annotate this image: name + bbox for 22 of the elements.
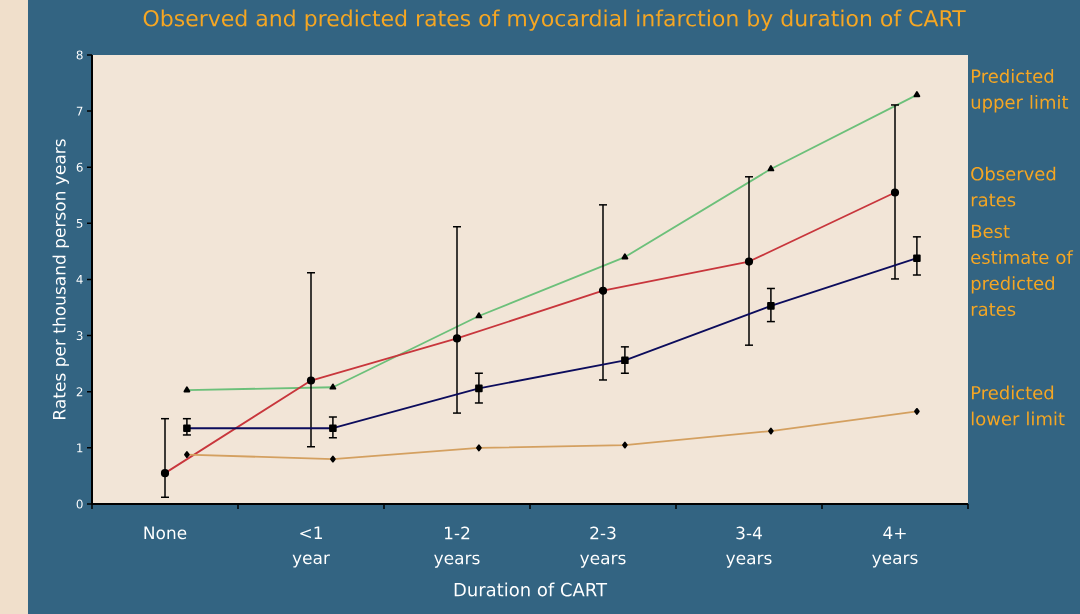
y-axis-title: Rates per thousand person years [52,139,69,419]
y-tick-label: 3 [76,331,83,341]
x-tick-label: <1 year [292,526,330,568]
x-tick-label: 2-3 years [580,526,626,568]
y-tick-label: 8 [76,50,83,60]
x-tick-label: 1-2 years [434,526,480,568]
chart-title: Observed and predicted rates of myocardial infarction by duration of CART [143,9,966,31]
y-tick-label: 2 [76,387,83,397]
x-axis-title: Duration of CART [454,582,608,597]
y-tick-label: 6 [76,162,83,172]
y-tick-label: 7 [76,106,83,116]
text: Predicted upper limit [971,69,1069,113]
y-tick-label: 5 [76,218,83,228]
x-tick-label: None [144,526,187,540]
x-tick-label: 3-4 years [726,526,772,568]
text: Predicted lower limit [971,385,1065,426]
y-tick-label: 0 [76,499,83,509]
x-tick-label: 4+ years [872,526,918,568]
text: Observed rates [971,166,1056,207]
y-tick-label: 1 [77,443,83,453]
text: Best estimate of predicted rates [971,224,1074,317]
y-tick-label: 4 [76,275,83,284]
